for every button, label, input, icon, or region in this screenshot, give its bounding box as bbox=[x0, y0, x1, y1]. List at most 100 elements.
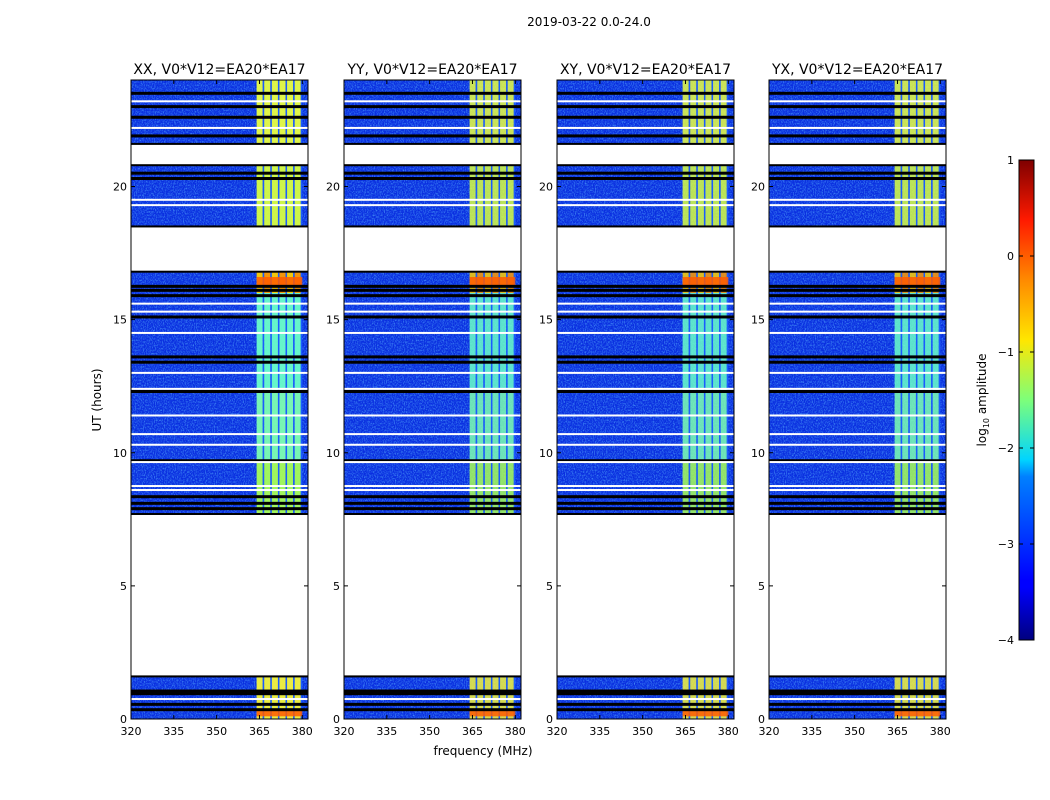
y-tick-label: 5 bbox=[546, 580, 553, 593]
flag-gap bbox=[344, 302, 521, 305]
flag-line bbox=[344, 360, 521, 364]
x-tick-label: 365 bbox=[887, 725, 908, 738]
flag-line bbox=[344, 91, 521, 95]
flag-gap bbox=[131, 461, 308, 464]
rfi-cell bbox=[932, 165, 939, 227]
rfi-cell bbox=[500, 460, 507, 514]
rfi-cell bbox=[697, 80, 704, 144]
rfi-cell bbox=[484, 460, 491, 514]
rfi-column-gap bbox=[475, 80, 478, 719]
flag-gap bbox=[769, 204, 946, 207]
rfi-column-gap bbox=[703, 80, 706, 719]
rfi-cell bbox=[279, 460, 286, 514]
flag-line bbox=[769, 105, 946, 109]
rfi-cell bbox=[720, 165, 727, 227]
rfi-cell bbox=[477, 460, 484, 514]
flag-gap bbox=[131, 443, 308, 446]
rfi-hot-row bbox=[469, 711, 516, 717]
flag-gap bbox=[131, 126, 308, 129]
rfi-cell bbox=[697, 293, 704, 392]
flag-line bbox=[769, 355, 946, 359]
rfi-cell bbox=[294, 676, 301, 719]
flag-gap bbox=[131, 698, 308, 701]
colorbar-gradient bbox=[1018, 159, 1035, 641]
rfi-cell bbox=[469, 391, 476, 461]
rfi-cell bbox=[500, 676, 507, 719]
colorbar-tick-label: −1 bbox=[998, 346, 1014, 359]
rfi-column-gap bbox=[711, 80, 714, 719]
flag-gap bbox=[344, 100, 521, 103]
rfi-cell bbox=[256, 165, 263, 227]
flag-line bbox=[131, 284, 308, 288]
y-tick-label: 15 bbox=[326, 314, 340, 327]
flag-gap bbox=[557, 698, 734, 701]
panel-title: YY, V0*V12=EA20*EA17 bbox=[346, 62, 517, 78]
flag-line bbox=[344, 501, 521, 505]
y-tick-label: 20 bbox=[751, 181, 765, 194]
rfi-cell bbox=[697, 391, 704, 461]
panel-yx: YX, V0*V12=EA20*EA17 320 335 350 365 380 0 5 10 1… bbox=[751, 62, 951, 738]
flag-line bbox=[769, 702, 946, 706]
rfi-cell bbox=[697, 165, 704, 227]
flag-line bbox=[131, 689, 308, 693]
flag-line bbox=[344, 294, 521, 298]
rfi-cell bbox=[484, 391, 491, 461]
data-gap bbox=[131, 513, 308, 677]
rfi-cell bbox=[287, 391, 294, 461]
flag-line bbox=[344, 134, 521, 138]
flag-gap bbox=[557, 302, 734, 305]
flag-gap bbox=[557, 310, 734, 313]
gap-edge bbox=[557, 142, 734, 145]
rfi-cell bbox=[256, 460, 263, 514]
rfi-cell bbox=[720, 460, 727, 514]
y-tick-label: 0 bbox=[546, 713, 553, 726]
flag-gap bbox=[344, 126, 521, 129]
x-tick-label: 320 bbox=[121, 725, 142, 738]
x-tick-label: 380 bbox=[505, 725, 526, 738]
rfi-column-gap bbox=[915, 80, 918, 719]
rfi-cell bbox=[469, 165, 476, 227]
flag-gap bbox=[769, 126, 946, 129]
panel-title: XX, V0*V12=EA20*EA17 bbox=[133, 62, 305, 78]
flag-line bbox=[769, 692, 946, 696]
gap-edge bbox=[344, 675, 521, 678]
rfi-cell bbox=[690, 676, 697, 719]
x-tick-label: 365 bbox=[675, 725, 696, 738]
flag-line bbox=[557, 702, 734, 706]
flag-line bbox=[557, 177, 734, 181]
data-gap bbox=[131, 143, 308, 166]
rfi-cell bbox=[682, 391, 689, 461]
flag-line bbox=[557, 708, 734, 712]
rfi-column-gap bbox=[938, 80, 941, 719]
data-gap bbox=[769, 143, 946, 166]
flag-line bbox=[131, 507, 308, 511]
flag-line bbox=[131, 115, 308, 119]
x-tick-label: 335 bbox=[376, 725, 397, 738]
data-gap bbox=[344, 226, 521, 272]
rfi-cell bbox=[271, 676, 278, 719]
rfi-band bbox=[682, 80, 729, 719]
x-tick-label: 320 bbox=[547, 725, 568, 738]
rfi-column-gap bbox=[490, 80, 493, 719]
flag-gap bbox=[557, 461, 734, 464]
rfi-cell bbox=[925, 165, 932, 227]
y-tick-label: 0 bbox=[333, 713, 340, 726]
flag-gap bbox=[131, 485, 308, 488]
flag-gap bbox=[769, 443, 946, 446]
rfi-cell bbox=[294, 80, 301, 144]
flag-line bbox=[557, 507, 734, 511]
y-tick-label: 0 bbox=[758, 713, 765, 726]
flag-line bbox=[344, 708, 521, 712]
flag-line bbox=[344, 689, 521, 693]
flag-line bbox=[131, 134, 308, 138]
flag-line bbox=[769, 708, 946, 712]
rfi-cell bbox=[492, 460, 499, 514]
flag-gap bbox=[131, 198, 308, 201]
flag-line bbox=[131, 91, 308, 95]
flag-gap bbox=[769, 387, 946, 390]
rfi-cell bbox=[271, 460, 278, 514]
gap-edge bbox=[131, 225, 308, 228]
panel-frame bbox=[768, 79, 947, 720]
data-gap bbox=[769, 226, 946, 272]
rfi-cell bbox=[902, 165, 909, 227]
